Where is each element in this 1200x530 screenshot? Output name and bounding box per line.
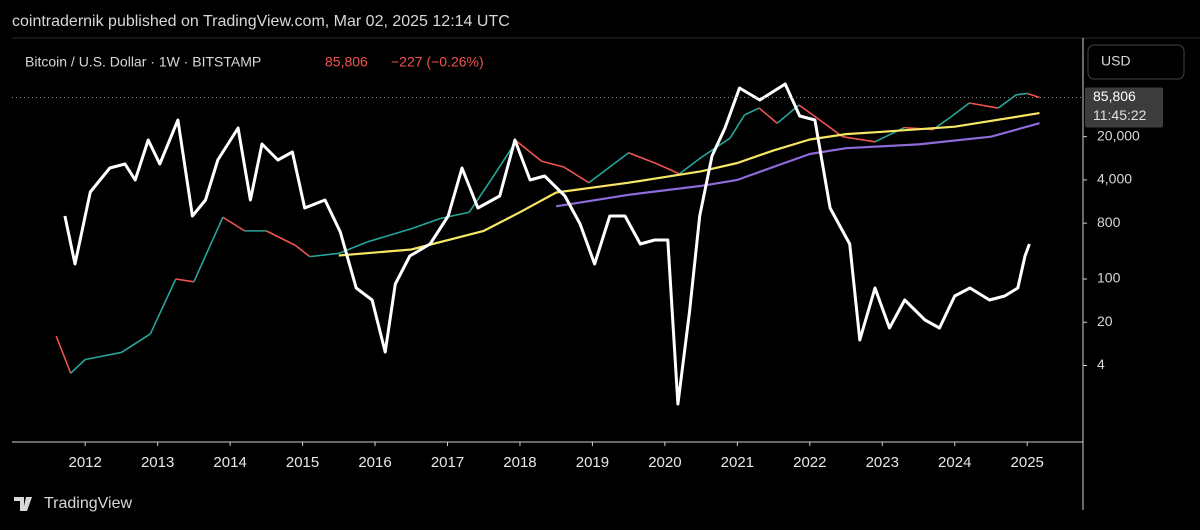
moving-average [338,112,1040,257]
price-segment [85,351,122,361]
price-segment [193,216,224,283]
price-segment [55,335,72,374]
price-segment [309,252,339,258]
price-segment [265,230,296,247]
oscillator-line [63,82,1031,406]
price-segment [842,135,876,143]
price-segment [411,217,441,230]
legend-change: −227 (−0.26%) [391,54,484,70]
countdown-label: 11:45:22 [1093,107,1147,123]
price-segment [678,156,702,175]
price-segment [816,117,843,138]
header: cointradernik published on TradingView.c… [12,13,510,30]
price-segment [657,163,680,175]
symbol-legend: Bitcoin / U.S. Dollar · 1W · BITSTAMP [25,54,261,70]
x-tick-label: 2019 [576,454,609,471]
x-tick-label: 2018 [503,454,536,471]
y-tick-label: 100 [1097,270,1121,286]
logo-mark [14,497,32,511]
currency-button[interactable] [1087,44,1185,80]
x-tick-label: 2015 [286,454,319,471]
y-tick-label: 4 [1097,356,1105,372]
currency-label: USD [1101,53,1131,69]
last-price-label: 85,806 [1093,88,1136,104]
x-tick-label: 2023 [866,454,899,471]
y-tick-label: 4,000 [1097,171,1132,187]
moving-average [556,122,1040,208]
price-segment [70,358,86,374]
price-segment [563,166,590,184]
price-segment [729,114,746,139]
y-tick-label: 800 [1097,214,1121,230]
price-segment [969,102,999,109]
x-tick-label: 2014 [213,454,246,471]
price-segment [175,278,195,283]
legend-price: 85,806 [325,54,368,70]
x-tick-label: 2025 [1011,454,1044,471]
tv-logo: TradingView [14,495,132,512]
price-segment [588,152,630,184]
x-tick-label: 2024 [938,454,971,471]
footer: TradingView [44,495,132,512]
x-tick-label: 2013 [141,454,174,471]
y-tick-label: 20,000 [1097,127,1140,143]
y-tick-label: 20 [1097,313,1113,329]
price-segment [798,104,818,119]
price-segment [541,160,564,168]
price-segment [1026,92,1040,99]
price-segment [1016,92,1028,96]
price-segment [120,333,151,354]
price-segment [367,227,412,243]
price-segment [222,216,246,232]
price-segment [149,278,177,335]
price-segment [515,140,543,162]
x-tick-label: 2020 [648,454,681,471]
x-tick-label: 2017 [431,454,464,471]
price-segment [294,244,311,258]
price-segment [338,241,369,255]
price-segment [758,107,778,124]
price-segment [744,107,760,116]
plot-area [55,82,1040,406]
x-tick-label: 2016 [358,454,391,471]
last-price-box [1085,87,1163,128]
x-tick-label: 2021 [721,454,754,471]
price-segment [950,102,970,118]
x-tick-label: 2012 [68,454,101,471]
x-tick-label: 2022 [793,454,826,471]
price-segment [628,151,658,165]
price-segment [468,179,492,213]
price-segment [997,94,1017,109]
price-segment [440,211,470,220]
